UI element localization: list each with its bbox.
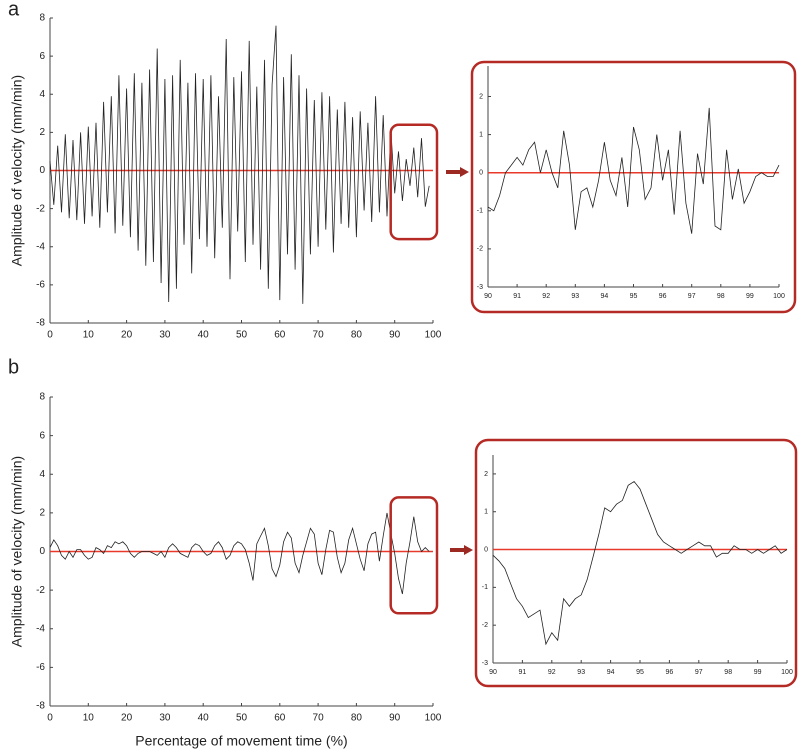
- x-tick-label: 0: [47, 330, 53, 341]
- inset-frame: [474, 438, 798, 688]
- highlight-box: [389, 496, 439, 615]
- x-tick-label: 91: [513, 293, 521, 300]
- x-tick-label: 40: [198, 713, 210, 724]
- x-tick-label: 50: [236, 713, 248, 724]
- x-tick-label: 80: [351, 713, 363, 724]
- x-tick-label: 90: [389, 330, 401, 341]
- y-tick-label: -8: [36, 318, 45, 329]
- x-tick-label: 0: [47, 713, 53, 724]
- x-tick-label: 60: [274, 713, 286, 724]
- y-tick-label: -6: [36, 280, 45, 291]
- y-tick-label: 8: [39, 392, 45, 403]
- x-tick-label: 95: [630, 293, 638, 300]
- y-tick-label: 8: [39, 13, 45, 24]
- x-tick-label: 100: [773, 293, 785, 300]
- x-tick-label: 100: [425, 713, 442, 724]
- y-tick-label: 2: [39, 508, 45, 519]
- x-tick-label: 94: [607, 669, 615, 676]
- y-tick-label: 4: [39, 469, 45, 480]
- panel-label: b: [8, 356, 19, 378]
- x-tick-label: 90: [484, 293, 492, 300]
- y-tick-label: -8: [36, 701, 45, 712]
- arrow: [446, 167, 469, 177]
- y-tick-label: -2: [482, 622, 488, 629]
- x-tick-label: 96: [659, 293, 667, 300]
- y-tick-label: 0: [484, 546, 488, 553]
- x-tick-label: 70: [313, 713, 325, 724]
- y-tick-label: 2: [479, 93, 483, 100]
- y-tick-label: 0: [39, 546, 45, 557]
- x-tick-label: 97: [688, 293, 696, 300]
- y-tick-label: 2: [39, 127, 45, 138]
- x-tick-label: 100: [425, 330, 442, 341]
- x-tick-label: 98: [724, 669, 732, 676]
- x-tick-label: 98: [717, 293, 725, 300]
- y-tick-label: -3: [482, 660, 488, 667]
- y-tick-label: -4: [36, 241, 45, 252]
- x-tick-label: 100: [781, 669, 793, 676]
- x-tick-label: 92: [548, 669, 556, 676]
- y-tick-label: 6: [39, 51, 45, 62]
- x-tick-label: 97: [695, 669, 703, 676]
- x-tick-label: 94: [601, 293, 609, 300]
- x-tick-label: 96: [666, 669, 674, 676]
- x-tick-label: 20: [121, 330, 133, 341]
- x-tick-label: 10: [83, 713, 95, 724]
- highlight-box: [389, 123, 439, 241]
- data-line: [49, 25, 430, 304]
- y-tick-label: 0: [479, 170, 483, 177]
- arrow: [450, 545, 473, 555]
- y-tick-label: 4: [39, 89, 45, 100]
- data-line: [49, 512, 430, 595]
- x-tick-label: 90: [389, 713, 401, 724]
- x-axis-label: Percentage of movement time (%): [135, 733, 347, 749]
- inset-frame: [470, 60, 797, 314]
- x-tick-label: 50: [236, 330, 248, 341]
- x-tick-label: 95: [636, 669, 644, 676]
- x-tick-label: 93: [577, 669, 585, 676]
- y-tick-label: 2: [484, 471, 488, 478]
- y-tick-label: -4: [36, 623, 45, 634]
- x-tick-label: 92: [542, 293, 550, 300]
- x-tick-label: 93: [571, 293, 579, 300]
- y-tick-label: -3: [477, 284, 483, 291]
- y-tick-label: -1: [477, 208, 483, 215]
- x-tick-label: 30: [159, 713, 171, 724]
- x-tick-label: 40: [198, 330, 210, 341]
- y-tick-label: 0: [39, 165, 45, 176]
- x-tick-label: 20: [121, 713, 133, 724]
- y-tick-label: 6: [39, 430, 45, 441]
- data-line: [487, 107, 780, 234]
- x-tick-label: 60: [274, 330, 286, 341]
- y-axis-label: Amplitude of velocity (mm/min): [9, 456, 25, 647]
- y-tick-label: -2: [477, 246, 483, 253]
- y-axis-label: Amplitude of velocity (mm/min): [9, 75, 25, 266]
- y-tick-label: 1: [484, 509, 488, 516]
- x-tick-label: 99: [746, 293, 754, 300]
- y-tick-label: -6: [36, 662, 45, 673]
- x-tick-label: 91: [519, 669, 527, 676]
- data-line: [492, 480, 788, 646]
- y-tick-label: -2: [36, 203, 45, 214]
- y-tick-label: -1: [482, 584, 488, 591]
- y-tick-label: 1: [479, 131, 483, 138]
- x-tick-label: 10: [83, 330, 95, 341]
- x-tick-label: 90: [489, 669, 497, 676]
- x-tick-label: 70: [313, 330, 325, 341]
- x-tick-label: 99: [754, 669, 762, 676]
- x-tick-label: 30: [159, 330, 171, 341]
- panel-label: a: [8, 0, 20, 20]
- x-tick-label: 80: [351, 330, 363, 341]
- y-tick-label: -2: [36, 585, 45, 596]
